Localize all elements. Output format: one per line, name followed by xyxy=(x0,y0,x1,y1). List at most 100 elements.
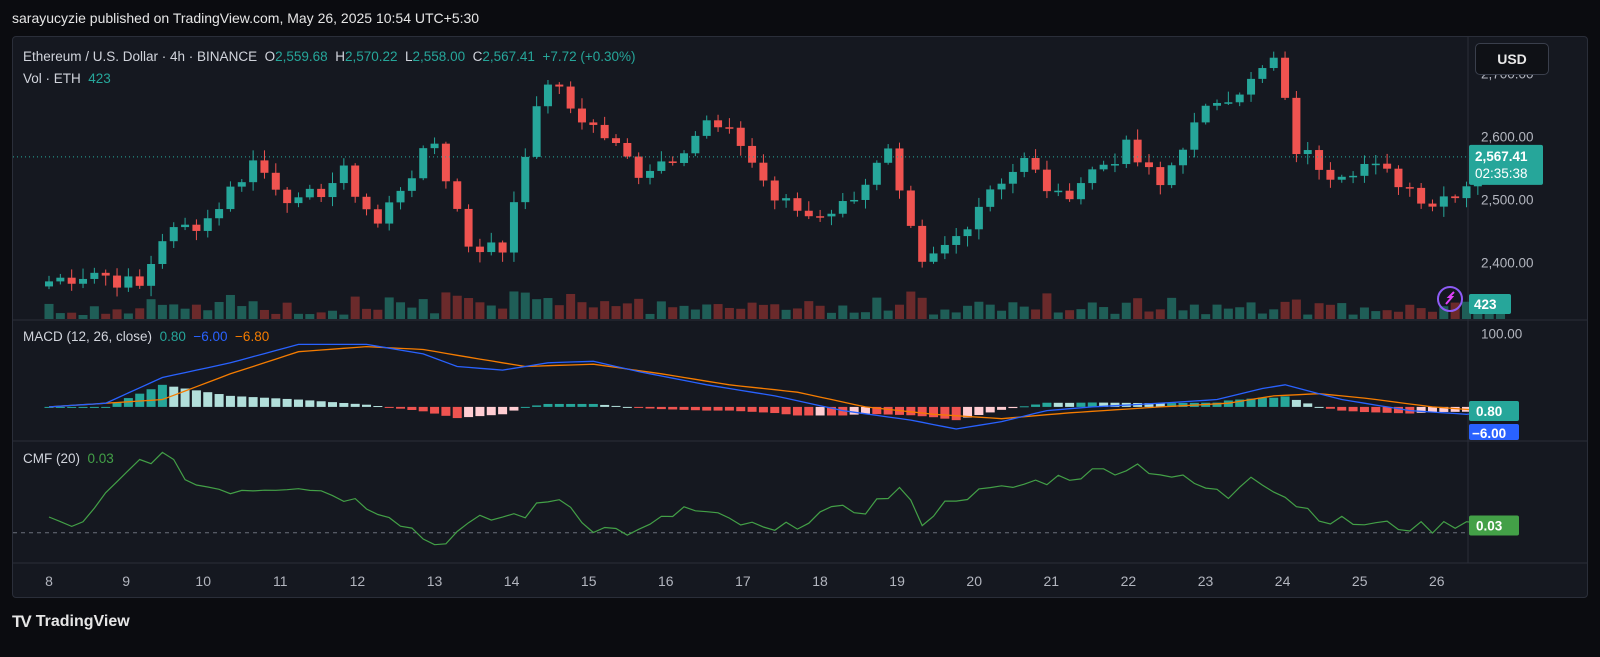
high-value: 2,570.22 xyxy=(344,49,398,64)
volume-bar xyxy=(396,302,406,319)
volume-bar xyxy=(883,310,893,319)
volume-bar xyxy=(770,304,780,319)
volume-bar xyxy=(157,304,167,319)
volume-bar xyxy=(838,305,848,319)
time-axis-tick: 26 xyxy=(1429,573,1445,589)
footer-brand[interactable]: TV TradingView xyxy=(12,612,130,632)
macd-histogram-bar xyxy=(963,406,973,418)
macd-histogram-bar xyxy=(1280,396,1290,407)
cmf-line xyxy=(48,451,1501,546)
volume-bar xyxy=(55,313,65,319)
macd-line-badge-text: −6.00 xyxy=(1472,426,1506,441)
close-value: 2,567.41 xyxy=(482,49,535,64)
candle-body xyxy=(1099,164,1108,170)
candle-body xyxy=(339,165,348,184)
volume-bar xyxy=(1019,306,1029,319)
macd-histogram-bar xyxy=(770,406,780,414)
macd-histogram-bar xyxy=(101,406,111,408)
macd-histogram-bar xyxy=(792,406,802,416)
time-axis-tick: 18 xyxy=(812,573,828,589)
candle-body xyxy=(1110,164,1119,166)
macd-histogram-bar xyxy=(611,405,621,407)
volume-bar xyxy=(452,295,462,319)
volume-bar xyxy=(1325,304,1335,319)
volume-bar xyxy=(203,310,213,319)
symbol-title[interactable]: Ethereum / U.S. Dollar · 4h · BINANCE xyxy=(23,49,258,64)
low-label: L xyxy=(405,49,413,64)
volume-bar xyxy=(1008,302,1018,319)
cmf-label[interactable]: CMF (20) xyxy=(23,451,80,466)
macd-histogram-bar xyxy=(860,406,870,414)
chart-canvas[interactable]: 2,400.002,500.002,600.002,700.002,567.41… xyxy=(13,37,1587,597)
macd-histogram-bar xyxy=(157,384,167,407)
time-axis-tick: 19 xyxy=(889,573,905,589)
volume-bar xyxy=(1212,304,1222,319)
macd-hist-badge-text: 0.80 xyxy=(1476,404,1502,419)
volume-bar xyxy=(1337,303,1347,319)
candle-body xyxy=(827,213,836,217)
volume-bar xyxy=(1133,298,1143,319)
candle-body xyxy=(373,209,382,224)
candle-body xyxy=(1235,94,1244,103)
macd-histogram-bar xyxy=(112,402,122,407)
candle-body xyxy=(498,242,507,253)
candle-body xyxy=(1439,196,1448,207)
candle-body xyxy=(305,188,314,198)
volume-bar xyxy=(441,292,451,319)
volume-bar xyxy=(1291,299,1301,319)
candle-body xyxy=(45,281,53,287)
candle-body xyxy=(838,201,847,214)
volume-bar xyxy=(101,313,111,319)
last-price-text: 2,567.41 xyxy=(1475,149,1528,164)
time-axis-tick: 12 xyxy=(350,573,366,589)
candle-body xyxy=(816,216,825,218)
candle-body xyxy=(1247,78,1256,95)
macd-histogram-bar xyxy=(1087,402,1097,407)
candle-body xyxy=(1122,139,1131,165)
candle-body xyxy=(328,183,337,198)
macd-histogram-bar xyxy=(430,406,440,414)
volume-bar xyxy=(259,309,269,319)
macd-histogram-bar xyxy=(464,406,474,418)
candle-body xyxy=(1144,162,1153,168)
time-axis-tick: 14 xyxy=(504,573,520,589)
candle-body xyxy=(1337,176,1346,180)
macd-histogram-bar xyxy=(384,406,394,408)
candle-body xyxy=(1224,102,1233,104)
macd-histogram-bar xyxy=(702,406,712,411)
macd-histogram-bar xyxy=(974,406,984,415)
candle-body xyxy=(135,276,144,286)
candle-body xyxy=(192,224,201,231)
volume-bar xyxy=(929,314,939,319)
candle-body xyxy=(895,148,904,191)
macd-histogram-bar xyxy=(350,403,360,407)
candle-body xyxy=(940,244,949,254)
volume-bar xyxy=(963,305,973,319)
macd-histogram-bar xyxy=(441,406,451,416)
candle-body xyxy=(419,148,428,179)
cmf-badge-text: 0.03 xyxy=(1476,519,1503,534)
macd-label[interactable]: MACD (12, 26, close) xyxy=(23,329,153,344)
candle-body xyxy=(725,127,734,129)
candle-body xyxy=(56,277,65,282)
candle-body xyxy=(566,86,575,109)
macd-hist-badge xyxy=(1469,401,1519,421)
time-axis-tick: 9 xyxy=(122,573,130,589)
volume-bar xyxy=(1371,311,1381,319)
volume-bar xyxy=(736,308,746,319)
macd-histogram-bar xyxy=(1416,406,1426,413)
currency-button[interactable]: USD xyxy=(1475,43,1549,75)
chart-frame[interactable]: 2,400.002,500.002,600.002,700.002,567.41… xyxy=(12,36,1588,598)
volume-bar xyxy=(713,304,723,319)
macd-histogram-bar xyxy=(1393,406,1403,414)
macd-histogram-bar xyxy=(668,406,678,410)
candle-body xyxy=(249,160,258,183)
candle-body xyxy=(1281,57,1290,98)
volume-bar xyxy=(214,301,224,319)
volume-bar xyxy=(804,301,814,319)
high-label: H xyxy=(335,49,345,64)
macd-histogram-bar xyxy=(362,404,372,407)
macd-histogram-bar xyxy=(1325,406,1335,409)
candle-body xyxy=(1258,68,1267,79)
volume-bar xyxy=(1382,310,1392,319)
